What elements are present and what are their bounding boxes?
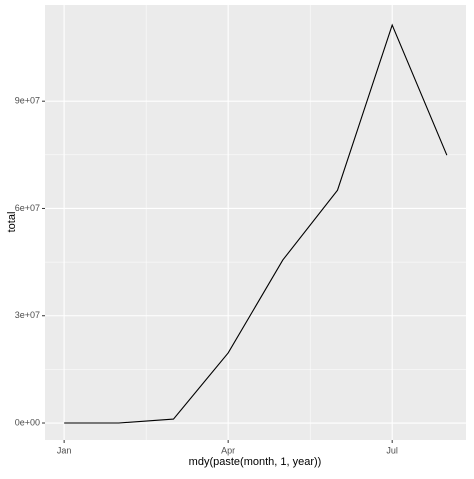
marks [64, 23, 448, 424]
y-tick-label: 3e+07 [15, 310, 40, 320]
y-axis-title: total [6, 212, 18, 233]
y-tick-label: 0e+00 [15, 417, 40, 427]
x-axis-title: mdy(paste(month, 1, year)) [189, 456, 322, 468]
y-tick-label: 6e+07 [15, 203, 40, 213]
x-tick-label: Apr [221, 445, 235, 455]
x-tick-label: Jul [386, 445, 398, 455]
panel [45, 5, 466, 440]
minor-grid [45, 5, 466, 440]
x-tick-label: Jan [57, 445, 72, 455]
line [64, 23, 448, 424]
y-tick-label: 9e+07 [15, 96, 40, 106]
